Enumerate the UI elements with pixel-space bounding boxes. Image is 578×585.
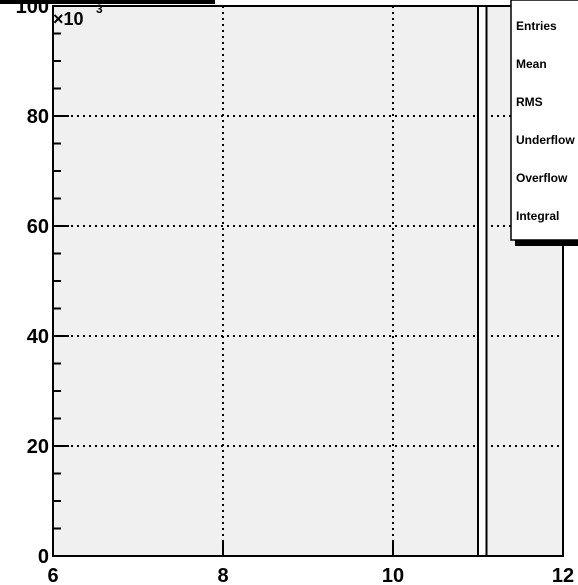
stats-label: Overflow <box>516 171 568 185</box>
x-tick-labels: 6 8 10 12 <box>47 565 574 585</box>
y-tick-labels: 0 20 40 60 80 100 <box>16 0 49 568</box>
y-multiplier-exponent: 3 <box>96 2 103 16</box>
y-multiplier-label: ×10 <box>53 9 84 29</box>
stats-label: Entries <box>516 19 557 33</box>
y-tick-label: 80 <box>27 106 49 128</box>
stats-label: RMS <box>516 95 543 109</box>
x-tick-label: 12 <box>552 565 574 585</box>
y-tick-label: 60 <box>27 216 49 238</box>
stats-labels: Entries Mean RMS Underflow Overflow Integral <box>516 19 575 223</box>
y-tick-label: 100 <box>16 0 49 18</box>
bars <box>477 5 488 557</box>
x-tick-label: 6 <box>47 565 58 585</box>
stats-label: Integral <box>516 209 559 223</box>
y-tick-label: 0 <box>38 546 49 568</box>
y-tick-label: 40 <box>27 326 49 348</box>
stats-label: Underflow <box>516 133 575 147</box>
stats-box-panel <box>510 0 578 241</box>
tick-marks <box>52 5 564 557</box>
x-tick-label: 8 <box>217 565 228 585</box>
x-tick-label: 10 <box>382 565 404 585</box>
y-tick-label: 20 <box>27 436 49 458</box>
histogram-bar <box>477 5 488 557</box>
stats-label: Mean <box>516 57 547 71</box>
stats-box: Entries Mean RMS Underflow Overflow Integral <box>510 0 578 246</box>
title-box-edge <box>0 0 215 4</box>
